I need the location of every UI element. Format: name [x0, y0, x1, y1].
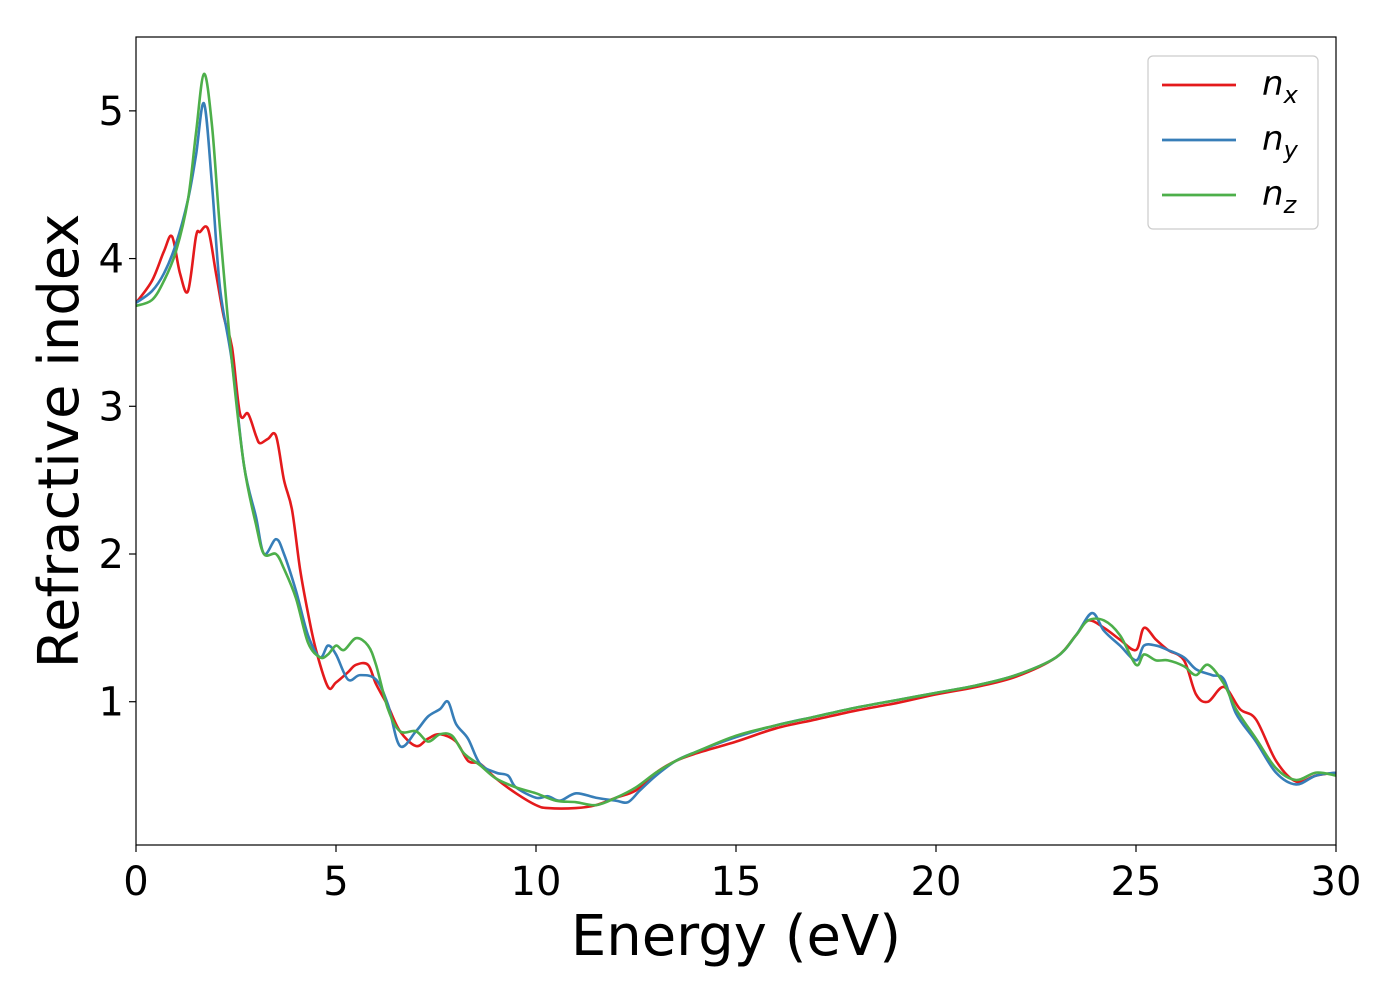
- y-tick-label: 1: [99, 680, 124, 726]
- legend-entry-ny: ny: [1262, 119, 1299, 164]
- x-axis-label: Energy (eV): [571, 904, 901, 969]
- x-tick-label: 5: [323, 859, 348, 905]
- y-axis-label: Refractive index: [27, 214, 92, 669]
- y-tick-label: 3: [99, 384, 124, 430]
- legend: nx ny nz: [1147, 55, 1319, 230]
- series-line-nx: [136, 225, 1336, 810]
- x-tick-label: 15: [711, 859, 762, 905]
- legend-entry-nx: nx: [1262, 64, 1299, 109]
- x-tick-label: 30: [1311, 859, 1362, 905]
- x-tick-label: 20: [911, 859, 962, 905]
- y-axis: 1 2 3 4 5: [99, 89, 136, 726]
- y-tick-label: 5: [99, 89, 124, 135]
- x-tick-label: 25: [1111, 859, 1162, 905]
- x-tick-label: 0: [123, 859, 148, 905]
- series-lines: [136, 72, 1336, 810]
- x-axis: 0 5 10 15 20 25 30: [123, 845, 1361, 905]
- legend-entry-nz: nz: [1262, 174, 1298, 219]
- y-tick-label: 2: [99, 532, 124, 578]
- series-line-nz: [136, 72, 1336, 807]
- y-tick-label: 4: [99, 237, 124, 283]
- x-tick-label: 10: [511, 859, 562, 905]
- legend-box: [1147, 55, 1319, 230]
